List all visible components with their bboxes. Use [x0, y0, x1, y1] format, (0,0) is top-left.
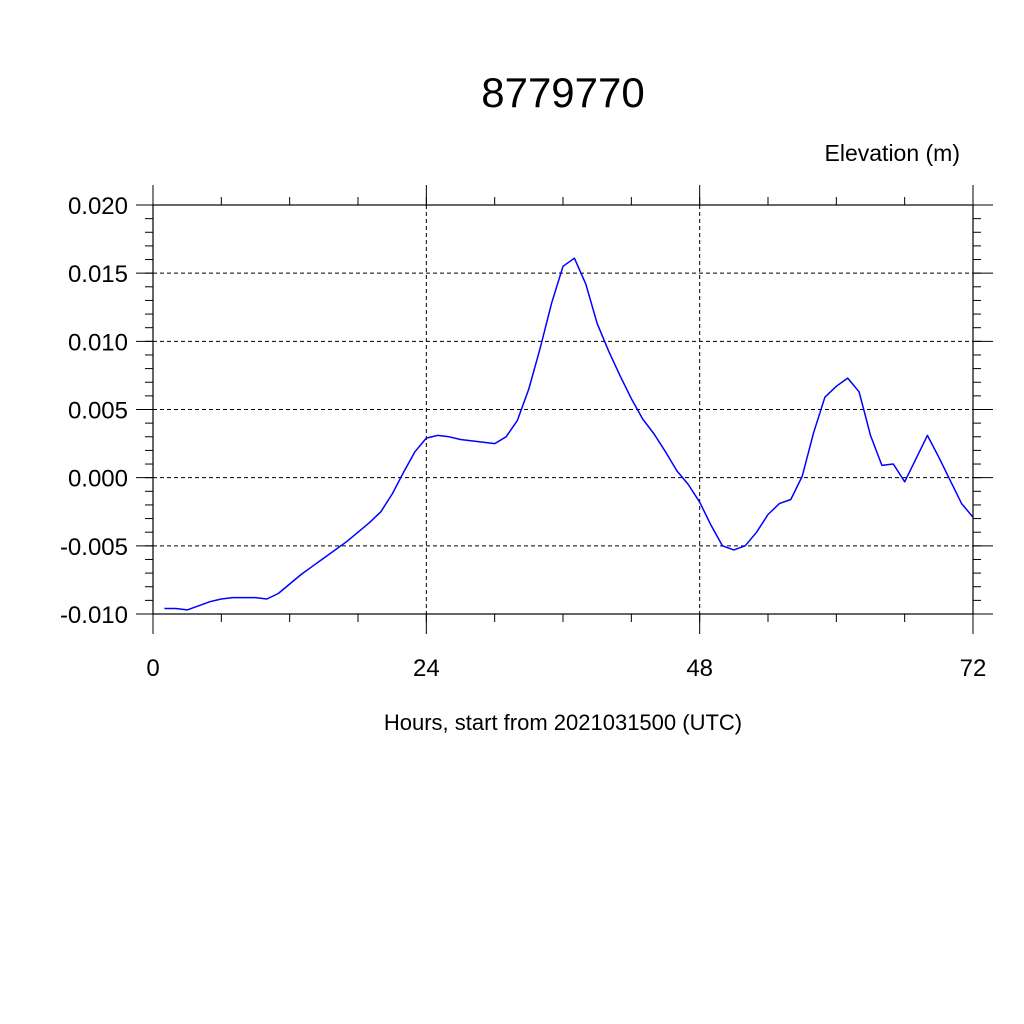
y-tick-label: -0.010: [60, 602, 128, 629]
tick-labels: -0.010 -0.005 0.000 0.005 0.010 0.015 0.020 0 24…: [60, 193, 986, 682]
y-tick-label: 0.005: [68, 398, 128, 425]
y-tick-label: 0.010: [68, 329, 128, 356]
x-tick-label: 24: [413, 655, 440, 682]
x-tick-label: 48: [686, 655, 713, 682]
y-tick-label: 0.015: [68, 261, 128, 288]
series: [164, 257, 974, 611]
y-axis-label: Elevation (m): [825, 140, 960, 166]
ticks: [136, 185, 993, 634]
x-axis-label: Hours, start from 2021031500 (UTC): [384, 710, 742, 735]
x-tick-label: 72: [960, 655, 987, 682]
plot-frame: [152, 204, 974, 615]
y-tick-label: 0.020: [68, 193, 128, 220]
chart-title: 8779770: [481, 69, 645, 116]
y-tick-label: 0.000: [68, 466, 128, 493]
y-tick-label: -0.005: [60, 534, 128, 561]
x-tick-label: 0: [146, 655, 159, 682]
series-line: [164, 257, 974, 611]
